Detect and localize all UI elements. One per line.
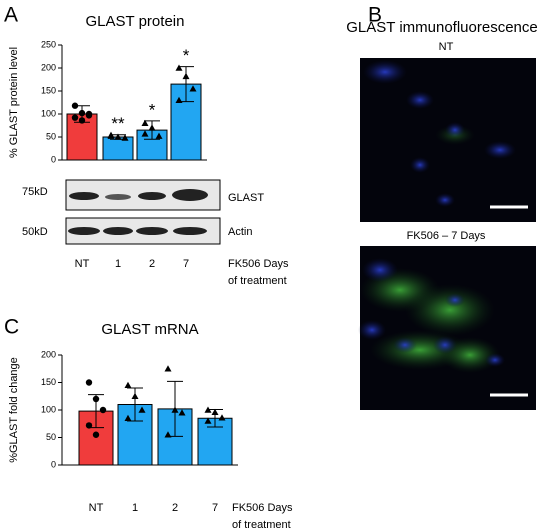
- y-tick-label: 200: [41, 349, 56, 359]
- blot-size: 75kD: [22, 186, 48, 198]
- blot-label: Actin: [228, 226, 252, 238]
- panel-letter: C: [4, 316, 19, 339]
- blot-bands: [68, 189, 208, 235]
- y-axis-label: %GLAST fold change: [8, 357, 20, 463]
- data-point: [121, 134, 129, 141]
- chart-title: GLAST protein: [86, 13, 185, 30]
- data-point: [189, 85, 197, 92]
- y-tick-label: 0: [51, 459, 56, 469]
- data-point: [138, 406, 146, 413]
- image-nt: [360, 58, 536, 222]
- data-point: [175, 64, 183, 71]
- data-point: [182, 72, 190, 80]
- data-point: [78, 109, 86, 117]
- x-tick-label: 7: [212, 502, 218, 514]
- data-point: [92, 431, 100, 438]
- x-axis-label: of treatment: [232, 519, 291, 531]
- data-point: [99, 406, 107, 414]
- data-point: [124, 381, 132, 389]
- data-point: [204, 406, 212, 413]
- x-tick-label: NT: [75, 258, 90, 270]
- data-point: [175, 96, 183, 103]
- x-axis-label: of treatment: [228, 275, 287, 287]
- data-point: [178, 409, 186, 416]
- x-tick-label: NT: [89, 502, 104, 514]
- chart-title: GLAST mRNA: [101, 321, 198, 338]
- data-point: [71, 114, 79, 121]
- y-tick-label: 100: [41, 404, 56, 414]
- x-tick-label: 1: [115, 258, 121, 270]
- data-point: [171, 406, 179, 413]
- data-point: [164, 431, 172, 438]
- annotation: **: [111, 114, 125, 133]
- y-tick-label: 50: [46, 131, 56, 141]
- if-title: GLAST immunofluorescence: [346, 19, 537, 36]
- y-tick-label: 50: [46, 432, 56, 442]
- data-point: [148, 124, 156, 131]
- data-point: [218, 414, 226, 421]
- data-point: [92, 395, 100, 403]
- y-tick-label: 150: [41, 85, 56, 95]
- data-point: [155, 132, 163, 139]
- data-point: [107, 132, 115, 139]
- panel-letter: A: [4, 4, 18, 27]
- y-tick-label: 200: [41, 62, 56, 72]
- image-label: NT: [439, 41, 454, 53]
- data-point: [85, 422, 93, 429]
- bar: [102, 136, 134, 161]
- blot-size: 50kD: [22, 226, 48, 238]
- data-point: [131, 392, 139, 400]
- data-point: [141, 119, 149, 126]
- x-axis-label: FK506 Days: [232, 502, 293, 514]
- panel-letter: B: [368, 4, 382, 27]
- y-tick-label: 250: [41, 39, 56, 49]
- data-point: [141, 130, 149, 137]
- x-tick-label: 7: [183, 258, 189, 270]
- blot-label: GLAST: [228, 192, 264, 204]
- y-tick-label: 0: [51, 154, 56, 164]
- annotation: *: [183, 46, 190, 65]
- data-point: [71, 102, 79, 109]
- data-point: [85, 379, 93, 386]
- y-tick-label: 100: [41, 108, 56, 118]
- image-fk506: [358, 246, 536, 410]
- data-point: [204, 417, 212, 424]
- data-point: [211, 408, 219, 415]
- x-axis-label: FK506 Days: [228, 258, 289, 270]
- y-axis-label: % GLAST protein level: [8, 47, 20, 158]
- data-point: [164, 365, 172, 372]
- data-point: [85, 110, 93, 118]
- data-point: [114, 133, 122, 140]
- annotation: *: [149, 100, 156, 119]
- y-tick-label: 150: [41, 377, 56, 387]
- data-point: [124, 414, 132, 422]
- data-point: [78, 117, 86, 124]
- image-label: FK506 – 7 Days: [407, 230, 486, 242]
- x-tick-label: 2: [172, 502, 178, 514]
- x-tick-label: 2: [149, 258, 155, 270]
- x-tick-label: 1: [132, 502, 138, 514]
